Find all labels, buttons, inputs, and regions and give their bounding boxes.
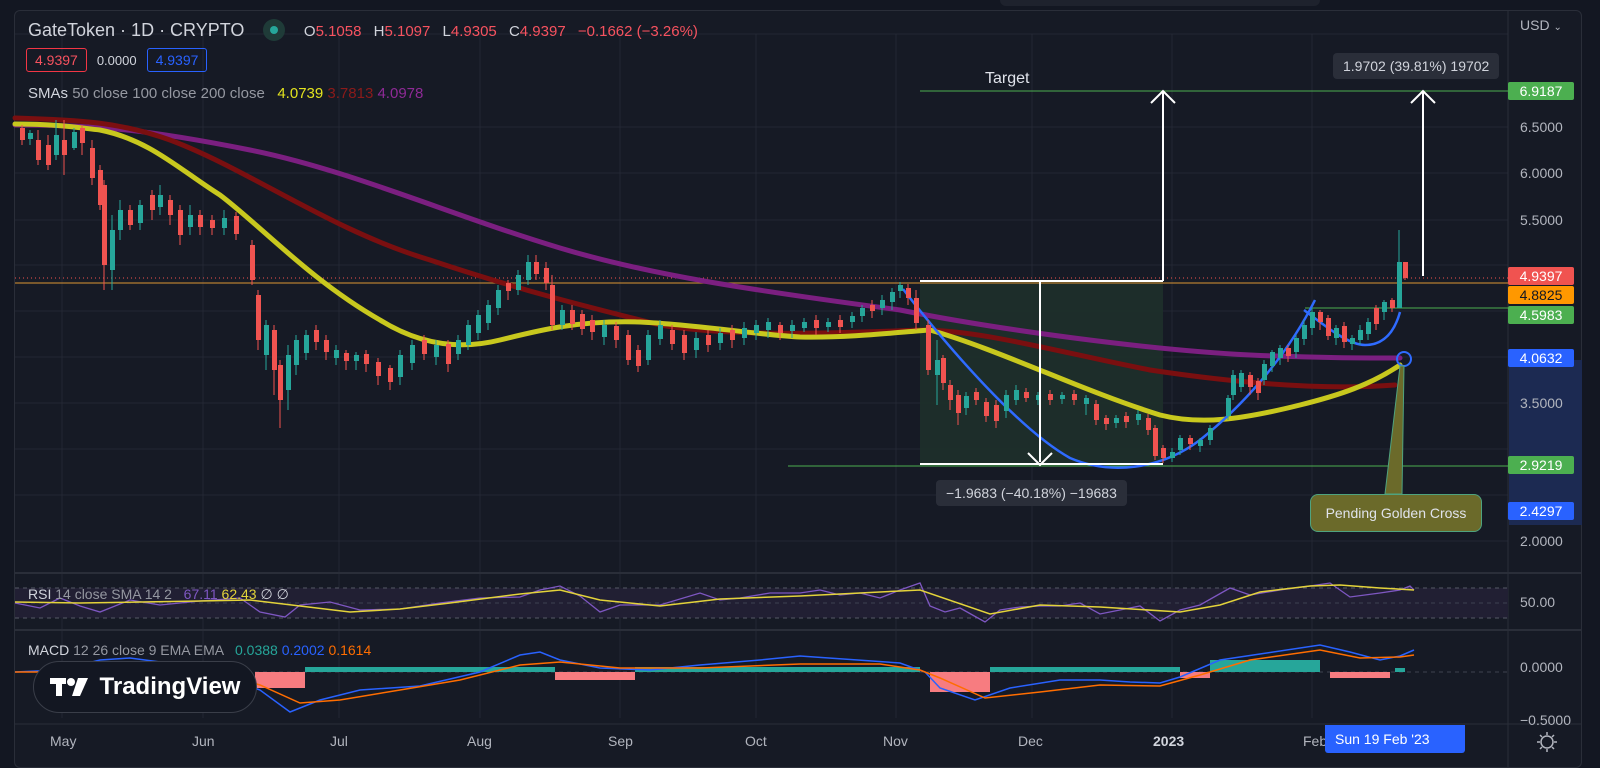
change-value: −0.1662 (−3.26%) [577, 23, 698, 40]
trade-buttons: 4.9397 0.0000 4.9397 [26, 48, 208, 72]
price-tick: 6.5000 [1520, 119, 1563, 135]
price-badge-range-low: 2.4297 [1508, 502, 1574, 520]
crosshair-date-label: Sun 19 Feb '23 [1325, 725, 1465, 753]
price-badge-support: 2.9219 [1508, 456, 1574, 474]
high-value: 5.1097 [384, 23, 431, 40]
sma-params: 50 close 100 close 200 close [72, 85, 265, 102]
price-tick: 2.0000 [1520, 533, 1563, 549]
price-tick: 5.5000 [1520, 212, 1563, 228]
tradingview-logo-icon [49, 678, 88, 696]
macd-value: 0.2002 [281, 642, 325, 658]
close-value: 4.9397 [519, 23, 566, 40]
macd-legend[interactable]: MACD 12 26 close 9 EMA EMA 0.0388 0.2002… [28, 642, 371, 658]
sma-legend[interactable]: SMAs 50 close 100 close 200 close 4.0739… [28, 85, 423, 102]
spread-value: 0.0000 [96, 52, 137, 68]
settings-gear-icon[interactable] [1536, 731, 1558, 753]
sma100-line[interactable] [12, 115, 1398, 390]
time-label: Dec [1018, 733, 1043, 749]
top-toolbar-edge [1000, 0, 1320, 6]
time-label: Oct [745, 733, 767, 749]
handle-curve[interactable] [1303, 309, 1402, 347]
low-label: L [442, 23, 451, 40]
time-label: Jun [192, 733, 215, 749]
rsi-label: RSI [28, 586, 52, 602]
sma200-line[interactable] [12, 122, 1403, 361]
rsi-extra: ∅ ∅ [260, 586, 289, 602]
macd-line[interactable] [14, 644, 1415, 713]
tradingview-logo-text: TradingView [99, 673, 241, 700]
measure-down-label: −1.9683 (−40.18%) −19683 [936, 480, 1127, 506]
market-status-icon[interactable] [263, 18, 286, 41]
rsi-legend[interactable]: RSI 14 close SMA 14 2 67.11 62.43 ∅ ∅ [28, 586, 289, 603]
symbol-legend: GateToken · 1D · CRYPTO O5.1058 H5.1097 … [28, 18, 706, 43]
rsi-sma-value: 62.43 [221, 586, 257, 602]
chart-frame [14, 10, 1582, 768]
arrow-down-icon [1027, 452, 1053, 467]
price-badge-last: 4.9397 [1508, 267, 1574, 285]
sma100-value: 3.7813 [327, 85, 374, 102]
arrow-up-icon [1410, 89, 1436, 104]
symbol-title[interactable]: GateToken · 1D · CRYPTO [28, 20, 245, 40]
currency-label: USD [1520, 17, 1550, 33]
sma50-line[interactable] [12, 121, 1403, 423]
time-label: May [50, 733, 77, 749]
sma50-value: 4.0739 [277, 85, 324, 102]
macd-hist-value: 0.0388 [235, 642, 278, 658]
macd-label: MACD [28, 642, 70, 658]
candlesticks[interactable] [20, 120, 1408, 463]
macd-params: 12 26 close 9 EMA EMA [73, 642, 224, 658]
sell-button[interactable]: 4.9397 [26, 48, 87, 72]
macd-signal-value: 0.1614 [328, 642, 372, 658]
rsi-line[interactable] [14, 582, 1415, 623]
macd-axis-tick: −0.5000 [1520, 712, 1571, 728]
golden-cross-callout[interactable]: Pending Golden Cross [1310, 494, 1482, 532]
rsi-params: 14 close SMA 14 2 [55, 586, 172, 602]
price-badge-neckline: 4.5983 [1508, 306, 1574, 324]
chevron-down-icon: ⌄ [1553, 22, 1562, 33]
close-label: C [508, 23, 520, 40]
sma200-value: 4.0978 [377, 85, 424, 102]
price-range-highlight [1509, 360, 1582, 525]
price-badge-target: 6.9187 [1508, 82, 1574, 100]
high-label: H [373, 23, 385, 40]
macd-axis-tick: 0.0000 [1520, 659, 1563, 675]
price-badge-resistance: 4.8825 [1508, 286, 1574, 304]
sma-label: SMAs [28, 85, 69, 102]
measure-up-label: 1.9702 (39.81%) 19702 [1333, 53, 1500, 79]
time-label: Aug [467, 733, 492, 749]
ohlc-values: O5.1058 H5.1097 L4.9305 C4.9397 −0.1662 … [304, 23, 706, 40]
price-tick: 6.0000 [1520, 165, 1563, 181]
target-label[interactable]: Target [985, 70, 1030, 87]
time-label: Nov [883, 733, 908, 749]
open-label: O [303, 23, 316, 40]
open-value: 5.1058 [315, 23, 362, 40]
rsi-value: 67.11 [183, 586, 218, 602]
price-tick: 3.5000 [1520, 395, 1563, 411]
tradingview-logo[interactable]: TradingView [33, 661, 257, 713]
time-label: Sep [608, 733, 633, 749]
rsi-axis-tick: 50.00 [1520, 594, 1556, 610]
arrow-up-icon [1150, 89, 1176, 104]
time-label: 2023 [1153, 733, 1185, 749]
rsi-sma-line[interactable] [14, 584, 1415, 615]
measure-down-zone [920, 281, 1163, 466]
time-label: Jul [330, 733, 348, 749]
currency-selector[interactable]: USD ⌄ [1520, 17, 1562, 33]
low-value: 4.9305 [450, 23, 497, 40]
time-label: Feb [1303, 733, 1328, 749]
buy-button[interactable]: 4.9397 [146, 48, 208, 72]
price-badge-range-high: 4.0632 [1508, 349, 1574, 367]
